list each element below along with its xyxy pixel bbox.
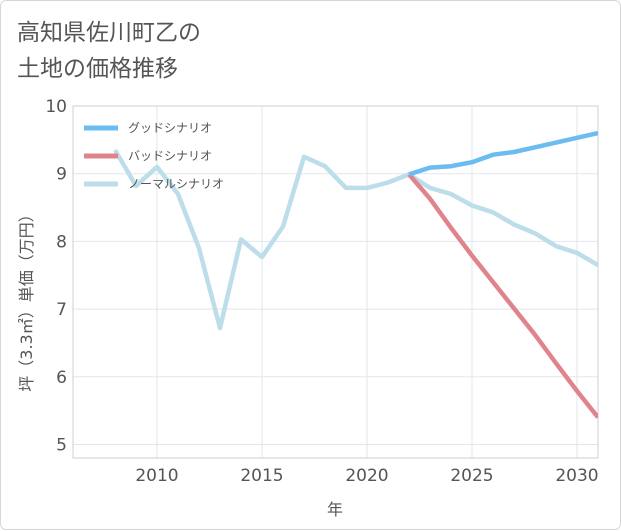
y-tick-label: 7 — [56, 300, 67, 320]
series-line-1 — [407, 172, 598, 419]
legend-label: バッドシナリオ — [128, 149, 212, 163]
x-tick-label: 2020 — [345, 466, 388, 486]
legend-label: ノーマルシナリオ — [128, 177, 224, 191]
x-tick-label: 2010 — [135, 466, 178, 486]
title-line-2: 土地の価格推移 — [17, 56, 178, 82]
y-tick-label: 6 — [56, 368, 67, 388]
y-tick-label: 9 — [56, 165, 67, 185]
x-tick-label: 2025 — [450, 466, 493, 486]
plot-border — [72, 105, 599, 459]
legend-item-0[interactable]: グッドシナリオ — [84, 121, 212, 135]
series-line-2 — [113, 148, 598, 331]
title-line-1: 高知県佐川町乙の — [17, 20, 201, 46]
legend-label: グッドシナリオ — [128, 121, 212, 135]
y-tick-label: 10 — [45, 97, 67, 117]
tick-labels: 5 6 7 8 9 10 2010 2015 2020 2025 2030 — [45, 97, 598, 486]
x-tick-label: 2015 — [240, 466, 283, 486]
series-line-0 — [408, 130, 598, 177]
y-tick-label: 5 — [56, 435, 67, 455]
x-axis-title: 年 — [327, 500, 343, 519]
y-axis-title: 坪（3.3㎡）単価（万円） — [17, 206, 36, 391]
x-tick-label: 2030 — [555, 466, 598, 486]
page-title: 高知県佐川町乙の 土地の価格推移 — [17, 15, 317, 87]
series-layer — [113, 130, 598, 419]
legend-item-1[interactable]: バッドシナリオ — [84, 149, 212, 163]
y-tick-label: 8 — [56, 232, 67, 252]
legend-item-2[interactable]: ノーマルシナリオ — [84, 177, 224, 191]
